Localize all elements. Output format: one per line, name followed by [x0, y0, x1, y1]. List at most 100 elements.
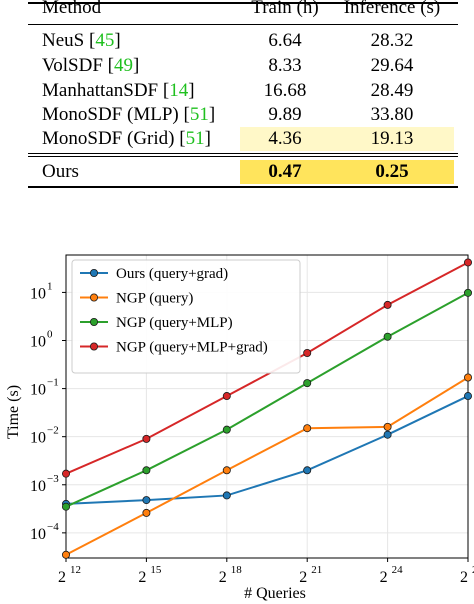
y-tick-exponent: 0 — [47, 329, 53, 341]
y-tick-label: 10 — [30, 430, 46, 447]
table-header-row: Method Train (h) Inference (s) — [28, 0, 458, 20]
table-header-rule — [28, 24, 458, 25]
method-name: MonoSDF (MLP) [51] — [42, 104, 216, 125]
inference-value: 29.64 — [370, 55, 414, 76]
table-row: ManhattanSDF [14] 16.68 28.49 — [28, 79, 458, 103]
series-group — [62, 258, 472, 559]
table-row-ours: Ours 0.47 0.25 — [28, 160, 458, 184]
data-point — [62, 469, 71, 478]
train-value: 8.33 — [268, 55, 302, 76]
y-tick-label: 10 — [30, 334, 46, 351]
x-tick-exponent: 15 — [150, 564, 162, 576]
series-line — [65, 291, 469, 508]
y-axis-label: Time (s) — [5, 385, 22, 439]
legend-label: Ours (query+grad) — [116, 266, 228, 282]
data-point — [383, 422, 392, 431]
inference-value: 28.49 — [370, 80, 414, 101]
plot-frame — [65, 254, 469, 559]
data-point — [62, 550, 71, 559]
table-ours-rule-lower — [28, 156, 458, 157]
data-point — [303, 466, 312, 475]
series-3 — [62, 258, 472, 478]
data-point — [142, 496, 151, 505]
table-row: NeuS [45] 6.64 28.32 — [28, 29, 458, 53]
ours-name: Ours — [42, 161, 79, 182]
header-train: Train (h) — [251, 0, 319, 18]
data-point — [142, 434, 151, 443]
x-tick-exponent: 18 — [231, 564, 243, 576]
data-point — [463, 392, 472, 401]
data-point — [222, 392, 231, 401]
inference-value: 28.32 — [370, 30, 414, 51]
series-0 — [62, 392, 472, 508]
legend-swatch-marker — [90, 268, 99, 277]
data-point — [383, 300, 392, 309]
table-top-rule — [28, 2, 458, 4]
data-point — [303, 348, 312, 357]
y-tick-exponent: −3 — [47, 473, 59, 485]
x-tick-label: 2 — [460, 569, 468, 586]
data-point — [463, 258, 472, 267]
series-line — [65, 261, 469, 475]
inference-value-highlight: 19.13 — [330, 127, 454, 151]
train-value: 9.89 — [268, 104, 302, 125]
data-point — [222, 425, 231, 434]
ours-train-value: 0.47 — [240, 160, 330, 184]
data-point — [62, 502, 71, 511]
data-point — [463, 373, 472, 382]
x-axis-label: # Queries — [244, 585, 306, 602]
series-1 — [62, 373, 472, 559]
legend-swatch-marker — [90, 293, 99, 302]
x-tick-exponent: 27 — [472, 564, 474, 576]
table-row: MonoSDF (Grid) [51] 4.36 19.13 — [28, 127, 458, 151]
x-tick-label: 2 — [380, 569, 388, 586]
legend-label: NGP (query+MLP+grad) — [116, 340, 268, 356]
y-tick-label: 10 — [30, 285, 46, 302]
table-ours-rule-upper — [28, 153, 458, 154]
method-name: MonoSDF (Grid) [51] — [42, 128, 211, 149]
table-row: MonoSDF (MLP) [51] 9.89 33.80 — [28, 103, 458, 127]
inference-value: 33.80 — [370, 104, 414, 125]
y-tick-label: 10 — [30, 526, 46, 543]
method-name: NeuS [45] — [42, 30, 121, 51]
y-tick-exponent: 1 — [47, 280, 53, 292]
x-tick-label: 2 — [219, 569, 227, 586]
data-point — [383, 332, 392, 341]
data-point — [222, 491, 231, 500]
series-line — [65, 395, 469, 505]
table-bottom-rule — [28, 186, 458, 188]
data-point — [303, 379, 312, 388]
series-line — [65, 376, 469, 556]
x-tick-label: 2 — [138, 569, 146, 586]
legend-swatch-marker — [90, 342, 99, 351]
ours-inference-value: 0.25 — [330, 160, 454, 184]
header-inference: Inference (s) — [343, 0, 441, 18]
legend-swatch-marker — [90, 318, 99, 327]
table-row: VolSDF [49] 8.33 29.64 — [28, 54, 458, 78]
legend-label: NGP (query) — [116, 291, 193, 307]
y-tick-exponent: −2 — [47, 425, 59, 437]
x-tick-label: 2 — [58, 569, 66, 586]
data-point — [142, 466, 151, 475]
x-tick-exponent: 24 — [392, 564, 404, 576]
y-tick-label: 10 — [30, 478, 46, 495]
data-point — [222, 466, 231, 475]
y-tick-label: 10 — [30, 382, 46, 399]
method-name: VolSDF [49] — [42, 55, 140, 76]
y-tick-exponent: −4 — [47, 521, 59, 533]
y-tick-exponent: −1 — [47, 377, 59, 389]
legend: Ours (query+grad) NGP (query) NGP (query+M… — [71, 259, 301, 374]
train-value: 6.64 — [268, 30, 302, 51]
method-name: ManhattanSDF [14] — [42, 80, 195, 101]
data-point — [142, 508, 151, 517]
data-point — [383, 430, 392, 439]
legend-box — [71, 259, 301, 374]
x-tick-label: 2 — [299, 569, 307, 586]
series-2 — [62, 288, 472, 511]
x-tick-exponent: 21 — [311, 564, 322, 576]
data-point — [463, 288, 472, 297]
train-value-highlight: 4.36 — [240, 127, 330, 151]
timing-chart: 21221521822122422710−410−310−210−1100101… — [5, 254, 474, 602]
data-point — [303, 424, 312, 433]
